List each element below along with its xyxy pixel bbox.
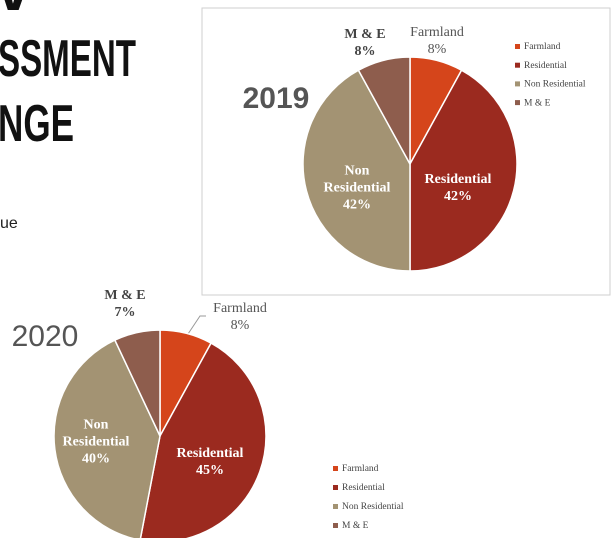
legend-label: Non Residential xyxy=(524,80,586,90)
legend-swatch xyxy=(333,523,338,528)
data-label: Non Residential 42% xyxy=(312,163,402,214)
slide-body-text: ue xyxy=(0,215,18,232)
data-label-value: 45% xyxy=(196,463,224,478)
legend-swatch xyxy=(333,466,338,471)
pie-slice xyxy=(302,69,411,272)
legend-label: Residential xyxy=(524,61,567,71)
data-label-category: Farmland xyxy=(213,301,267,316)
data-label-value: 42% xyxy=(444,189,472,204)
data-label-value: 40% xyxy=(82,451,110,467)
data-label-category: Residential xyxy=(424,172,492,187)
chart-title: 2020 xyxy=(12,320,79,353)
chart-title: 2019 xyxy=(243,82,310,115)
pie-slice xyxy=(409,69,518,272)
slide-title-line: W xyxy=(0,0,31,20)
data-label: Residential 45% xyxy=(160,445,260,479)
data-label-value: 8% xyxy=(230,318,250,333)
slide-title-line: NGE xyxy=(0,95,74,153)
legend-label: M & E xyxy=(524,98,551,108)
legend-label: M & E xyxy=(342,521,369,531)
pie-slice xyxy=(113,329,161,437)
pie-slice xyxy=(139,342,267,538)
legend-label: Residential xyxy=(342,483,385,493)
legend-swatch xyxy=(333,485,338,490)
data-label-value: 8% xyxy=(354,44,376,59)
legend-swatch xyxy=(515,100,520,106)
legend-label: Farmland xyxy=(524,42,561,52)
legend-swatch xyxy=(515,81,520,87)
data-label-category: M & E xyxy=(104,288,146,303)
data-label-category: Farmland xyxy=(410,25,464,40)
data-label-value: 8% xyxy=(427,42,447,57)
data-label-category: Residential xyxy=(176,446,244,461)
data-label-category: Non Residential xyxy=(323,163,391,196)
data-label: Farmland 8% xyxy=(392,24,482,58)
data-label: M & E 7% xyxy=(90,287,160,321)
data-label-value: 42% xyxy=(343,197,371,213)
legend-swatch xyxy=(515,62,520,68)
data-label: M & E 8% xyxy=(330,26,400,60)
legend-swatch xyxy=(515,44,520,49)
data-label-value: 7% xyxy=(114,305,136,320)
legend-swatch xyxy=(333,504,338,509)
data-label: Residential 42% xyxy=(408,171,508,205)
legend-label: Farmland xyxy=(342,464,379,474)
data-label-category: Non Residential xyxy=(62,417,130,450)
legend-label: Non Residential xyxy=(342,502,404,512)
data-label-category: M & E xyxy=(344,27,386,42)
data-label: Non Residential 40% xyxy=(61,417,131,468)
leader-line xyxy=(187,315,206,335)
slide-title-line: SSMENT xyxy=(0,30,136,88)
pie-slice xyxy=(357,56,411,165)
pie-slice xyxy=(53,339,161,538)
data-label: Farmland 8% xyxy=(195,300,285,334)
